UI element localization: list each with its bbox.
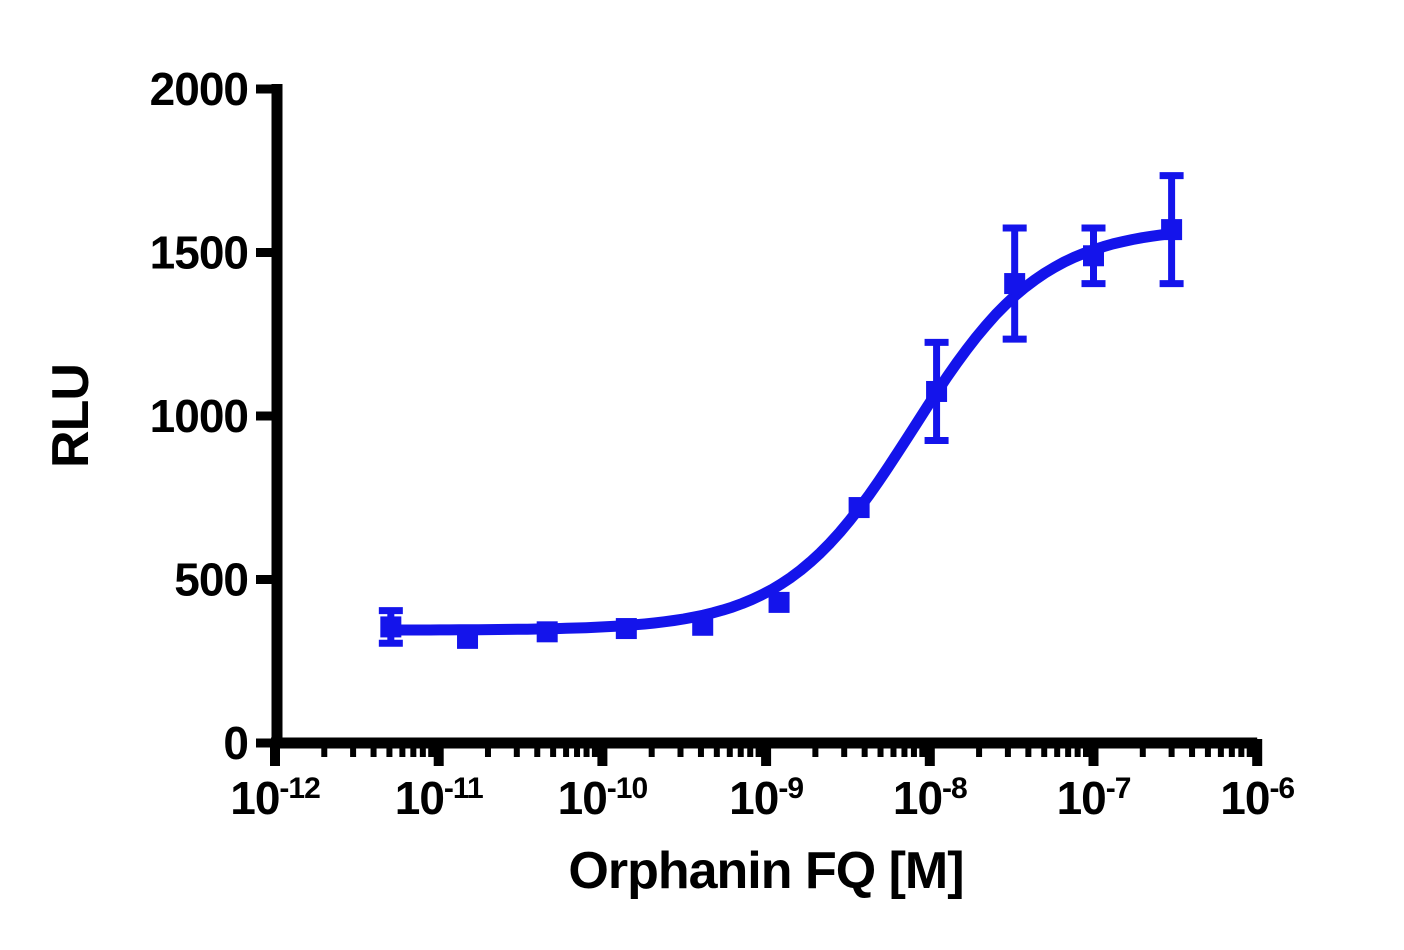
x-tick-label: 10-11 (395, 772, 483, 824)
data-point-marker (1004, 273, 1026, 295)
x-tick-label: 10-7 (1057, 772, 1131, 824)
data-point-marker (1161, 219, 1183, 241)
y-tick-label: 2000 (150, 63, 248, 115)
x-tick-label: 10-9 (729, 772, 803, 824)
data-point-marker (926, 380, 948, 402)
fit-curve-layer (390, 228, 1173, 636)
data-point-marker (1083, 245, 1104, 267)
y-tick-label: 1000 (150, 390, 248, 442)
y-axis-title: RLU (42, 364, 100, 468)
data-point-marker (457, 627, 479, 649)
x-tick-label: 10-8 (893, 772, 967, 824)
x-tick-label: 10-10 (558, 772, 648, 824)
data-point-marker (692, 614, 714, 636)
data-point-marker (848, 497, 870, 519)
x-axis-title: Orphanin FQ [M] (568, 842, 963, 900)
data-point-marker (536, 621, 558, 643)
x-tick-label: 10-12 (230, 772, 320, 824)
data-points-layer (378, 172, 1184, 649)
data-point-marker (768, 591, 790, 613)
fit-curve (390, 228, 1173, 636)
x-tick-label: 10-6 (1220, 772, 1294, 824)
data-point-marker (380, 616, 402, 638)
y-tick-label: 500 (174, 554, 248, 606)
y-tick-label: 0 (223, 717, 248, 769)
axes-layer: 0 500 1000 1500 2000 10-12 10-11 10-10 10-9 10-8 1… (150, 63, 1296, 824)
data-point-marker (615, 618, 637, 640)
y-tick-label: 1500 (150, 227, 248, 279)
